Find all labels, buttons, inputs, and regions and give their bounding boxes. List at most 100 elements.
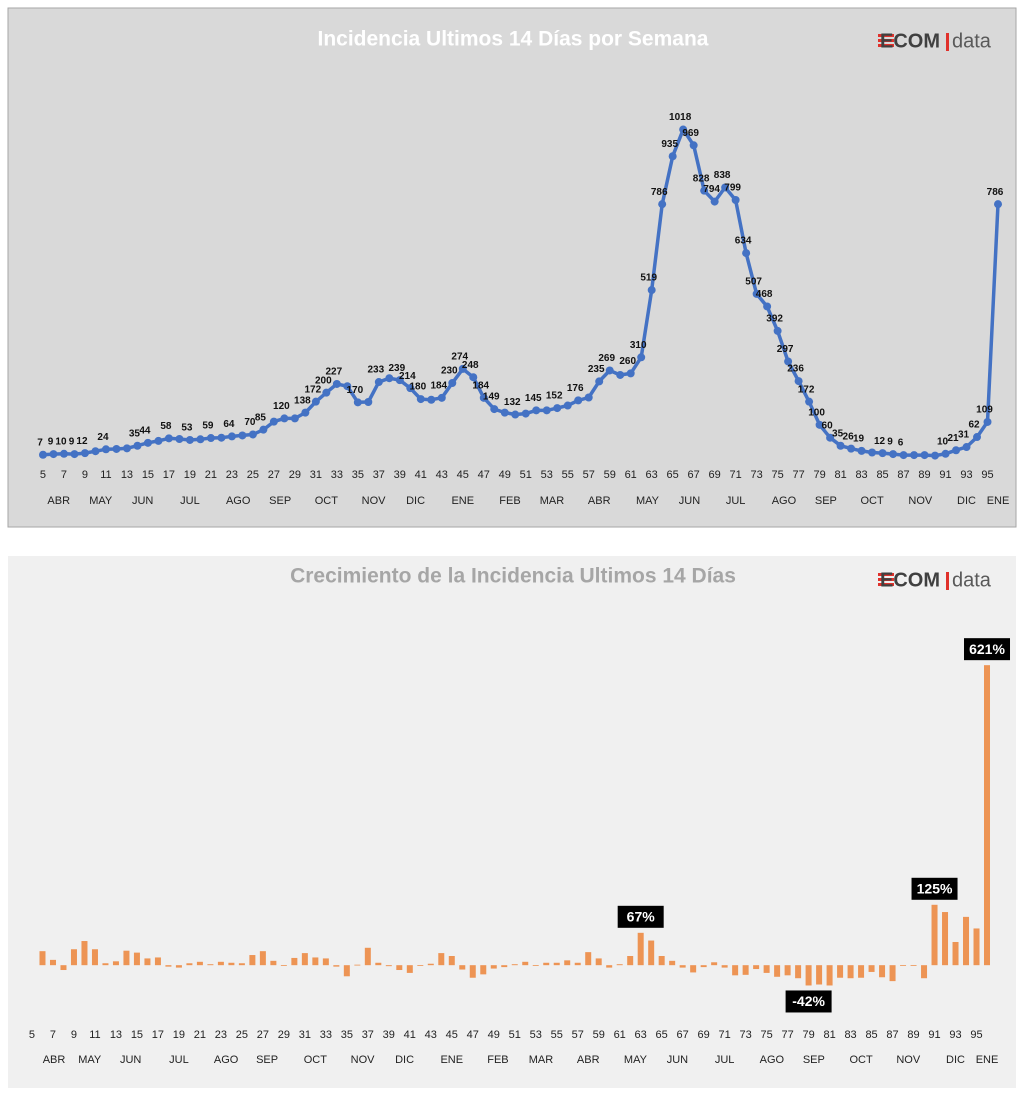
- data-label: 67%: [627, 909, 656, 925]
- bar: [816, 965, 823, 985]
- x-tick-label: 35: [352, 469, 364, 481]
- point: [70, 450, 79, 459]
- month-label: ENE: [440, 1054, 463, 1066]
- point: [91, 447, 100, 456]
- month-label: JUL: [726, 495, 746, 507]
- point: [784, 357, 793, 366]
- point: [280, 414, 289, 423]
- point: [731, 195, 740, 204]
- month-label: JUN: [120, 1054, 141, 1066]
- bar: [910, 965, 917, 966]
- point: [175, 434, 184, 443]
- point: [689, 141, 698, 150]
- point: [143, 438, 152, 447]
- bar: [228, 962, 235, 966]
- logo: ECOM data: [878, 569, 992, 591]
- bar: [123, 950, 130, 966]
- point: [101, 445, 110, 454]
- point: [469, 373, 478, 382]
- bar: [448, 956, 455, 966]
- point: [637, 353, 646, 362]
- data-label: 24: [97, 432, 109, 443]
- data-label: 230: [441, 366, 458, 377]
- point: [700, 186, 709, 195]
- bar: [81, 941, 88, 966]
- point: [511, 410, 520, 419]
- bar: [438, 953, 445, 966]
- point: [479, 393, 488, 402]
- bar: [805, 965, 812, 986]
- point: [868, 448, 877, 457]
- bar: [774, 965, 781, 977]
- month-label: ENE: [451, 495, 474, 507]
- data-label: 152: [546, 391, 563, 402]
- bar: [511, 964, 518, 966]
- bar: [879, 965, 886, 978]
- point: [805, 397, 814, 406]
- point: [605, 366, 614, 375]
- point: [878, 449, 887, 458]
- data-label: 1018: [669, 112, 692, 123]
- point: [668, 152, 677, 161]
- x-tick-label: 49: [488, 1029, 500, 1041]
- point: [301, 408, 310, 417]
- bar: [952, 941, 959, 966]
- x-tick-label: 79: [802, 1029, 814, 1041]
- data-label: 59: [202, 421, 214, 432]
- x-tick-label: 95: [970, 1029, 982, 1041]
- x-tick-label: 5: [40, 469, 46, 481]
- point: [395, 376, 404, 385]
- x-tick-label: 63: [646, 469, 658, 481]
- chart-title: Crecimiento de la Incidencia Ultimos 14 …: [290, 565, 736, 588]
- bar: [658, 956, 665, 966]
- bar: [249, 955, 256, 966]
- point: [427, 395, 436, 404]
- bar: [144, 958, 151, 966]
- bar: [133, 952, 140, 966]
- x-tick-label: 63: [635, 1029, 647, 1041]
- logo-bar: [946, 33, 949, 51]
- bar: [847, 965, 854, 979]
- month-label: DIC: [957, 495, 976, 507]
- point: [542, 406, 551, 415]
- month-label: ABR: [43, 1054, 66, 1066]
- data-label: 172: [798, 384, 815, 395]
- point: [80, 449, 89, 458]
- point: [500, 408, 509, 417]
- x-tick-label: 13: [110, 1029, 122, 1041]
- bar: [900, 965, 907, 966]
- bar: [826, 965, 833, 986]
- data-label: 62: [968, 420, 980, 431]
- data-label: 60: [822, 420, 834, 431]
- data-label: 132: [504, 397, 521, 408]
- bar: [564, 960, 571, 966]
- x-tick-label: 83: [855, 469, 867, 481]
- point: [38, 450, 47, 459]
- data-label: 794: [703, 184, 720, 195]
- point: [290, 414, 299, 423]
- data-label: 799: [724, 183, 741, 194]
- x-tick-label: 53: [530, 1029, 542, 1041]
- bar: [480, 965, 487, 975]
- bar: [868, 965, 875, 972]
- x-tick-label: 87: [886, 1029, 898, 1041]
- bar: [301, 953, 308, 966]
- x-tick-label: 31: [310, 469, 322, 481]
- x-tick-label: 65: [667, 469, 679, 481]
- data-label: 239: [388, 363, 405, 374]
- point: [154, 436, 163, 445]
- bar: [259, 951, 266, 966]
- bar: [459, 965, 466, 970]
- data-label: 786: [987, 187, 1004, 198]
- x-tick-label: 37: [373, 469, 385, 481]
- bar: [102, 963, 109, 966]
- x-tick-label: 51: [509, 1029, 521, 1041]
- bar: [406, 965, 413, 973]
- x-tick-label: 47: [467, 1029, 479, 1041]
- point: [910, 451, 919, 460]
- x-tick-label: 39: [383, 1029, 395, 1041]
- x-tick-label: 29: [278, 1029, 290, 1041]
- month-label: DIC: [946, 1054, 965, 1066]
- data-label: 21: [947, 433, 959, 444]
- x-tick-label: 55: [562, 469, 574, 481]
